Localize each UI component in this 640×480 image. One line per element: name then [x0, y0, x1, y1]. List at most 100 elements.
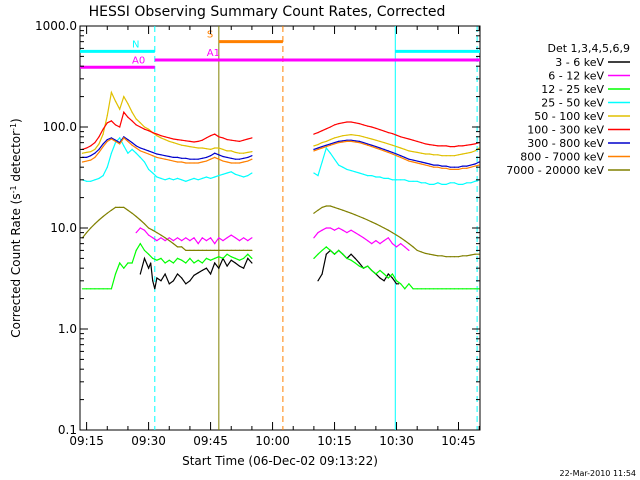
series-point-3 [354, 171, 356, 173]
series-point-5 [247, 138, 249, 140]
series-line-1-1 [313, 227, 410, 251]
series-point-8 [420, 251, 422, 253]
series-point-4 [445, 155, 447, 157]
series-point-2 [164, 262, 166, 264]
series-point-6 [193, 158, 195, 160]
series-point-4 [321, 142, 323, 144]
series-line-0-0 [139, 256, 253, 289]
series-point-2 [127, 262, 129, 264]
series-point-4 [354, 134, 356, 136]
series-point-7 [90, 159, 92, 161]
series-point-4 [106, 114, 108, 117]
series-point-5 [437, 145, 439, 147]
series-point-4 [98, 143, 100, 145]
series-point-4 [86, 151, 88, 154]
series-point-4 [391, 144, 393, 146]
series-point-8 [226, 249, 228, 252]
series-point-5 [457, 145, 460, 147]
series-point-7 [329, 144, 332, 146]
series-point-6 [197, 158, 199, 160]
series-point-6 [383, 148, 385, 151]
series-point-1 [321, 229, 323, 231]
series-point-6 [94, 152, 96, 154]
y-tick-label-1: 1.0 [58, 322, 77, 336]
series-point-3 [408, 180, 410, 182]
series-point-8 [354, 214, 356, 216]
series-point-1 [325, 227, 327, 229]
series-point-8 [346, 211, 348, 213]
series-point-0 [214, 262, 216, 264]
series-point-2 [333, 253, 336, 255]
series-point-8 [342, 209, 344, 211]
series-point-6 [243, 157, 245, 159]
series-point-0 [147, 267, 150, 269]
series-point-5 [433, 144, 435, 146]
series-point-8 [445, 256, 447, 258]
series-point-2 [94, 288, 96, 290]
series-point-8 [209, 249, 212, 252]
legend-label-1: 6 - 12 keV [548, 70, 604, 83]
legend-label-5: 100 - 300 keV [527, 124, 604, 137]
series-point-2 [350, 259, 352, 261]
series-point-1 [251, 237, 253, 239]
series-point-2 [387, 277, 389, 279]
series-point-3 [333, 158, 336, 160]
series-point-2 [152, 257, 154, 260]
series-point-7 [86, 160, 88, 162]
series-point-3 [383, 177, 385, 179]
series-point-1 [143, 229, 146, 231]
series-point-2 [243, 257, 245, 260]
series-point-0 [185, 283, 187, 285]
series-point-5 [94, 142, 96, 144]
series-point-7 [391, 153, 393, 155]
series-point-6 [222, 155, 224, 158]
series-point-5 [102, 128, 104, 130]
series-point-1 [160, 237, 162, 239]
series-point-4 [466, 152, 468, 154]
series-point-3 [428, 183, 431, 186]
series-point-8 [201, 249, 203, 252]
series-point-0 [152, 280, 154, 282]
series-point-1 [317, 232, 319, 234]
series-point-6 [391, 151, 393, 154]
series-point-1 [313, 237, 315, 239]
series-line-8-0 [82, 206, 252, 251]
series-point-1 [197, 243, 199, 245]
series-point-2 [457, 288, 460, 290]
series-point-4 [375, 139, 377, 141]
series-point-5 [152, 132, 154, 134]
series-point-7 [333, 143, 336, 145]
series-point-7 [379, 148, 381, 151]
series-point-5 [321, 130, 323, 132]
series-point-3 [317, 175, 319, 177]
series-point-6 [462, 165, 464, 167]
series-point-6 [201, 157, 203, 159]
series-point-8 [321, 206, 323, 208]
series-point-2 [102, 288, 104, 290]
series-point-4 [412, 151, 414, 153]
series-point-6 [168, 155, 170, 158]
series-point-5 [441, 145, 443, 147]
series-point-8 [164, 237, 166, 239]
series-point-5 [466, 144, 468, 146]
series-point-1 [152, 237, 154, 239]
series-point-6 [181, 157, 183, 159]
series-point-3 [457, 183, 460, 186]
series-point-7 [408, 160, 410, 162]
series-point-4 [226, 150, 228, 152]
series-point-4 [387, 143, 389, 145]
series-point-0 [317, 280, 319, 282]
series-point-7 [135, 147, 137, 149]
series-point-7 [433, 166, 435, 168]
x-tick-label-1: 09:30 [131, 434, 166, 448]
series-point-5 [338, 123, 340, 125]
series-point-7 [428, 165, 431, 167]
series-point-1 [354, 232, 356, 234]
series-point-1 [391, 243, 393, 245]
series-point-4 [230, 150, 232, 152]
series-point-3 [110, 152, 113, 154]
series-point-0 [251, 262, 253, 264]
series-point-7 [218, 158, 220, 160]
series-point-8 [139, 219, 141, 221]
series-point-2 [424, 288, 427, 290]
